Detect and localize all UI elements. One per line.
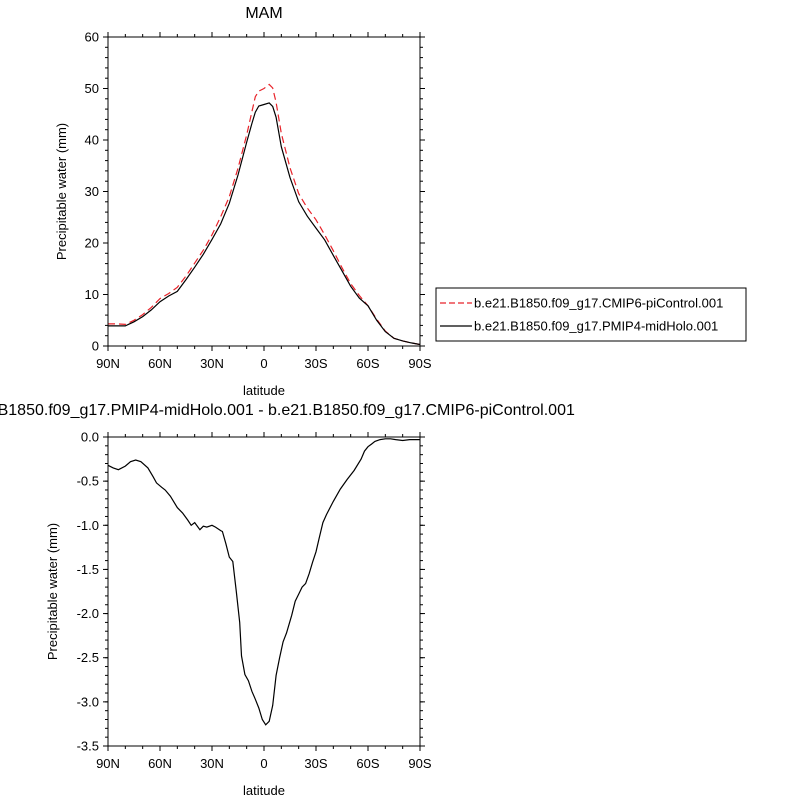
x-tick-label: 30N	[200, 356, 224, 371]
chart-title: b.e21.B1850.f09_g17.PMIP4-midHolo.001 - …	[0, 402, 575, 419]
legend: b.e21.B1850.f09_g17.CMIP6-piControl.001b…	[435, 287, 747, 342]
x-tick-label: 90S	[408, 356, 431, 371]
x-tick-label: 0	[260, 356, 267, 371]
x-tick-label: 30S	[304, 756, 327, 771]
y-tick-label: 50	[85, 81, 99, 96]
x-tick-label: 0	[260, 756, 267, 771]
x-axis-label: latitude	[243, 783, 285, 798]
series-line-0	[108, 438, 420, 726]
bottom-panel-difference: b.e21.B1850.f09_g17.PMIP4-midHolo.001 - …	[0, 402, 575, 798]
x-tick-label: 60N	[148, 356, 172, 371]
y-tick-label: -0.5	[77, 474, 99, 489]
legend-entry-1: b.e21.B1850.f09_g17.PMIP4-midHolo.001	[474, 319, 718, 334]
y-tick-label: 0	[92, 339, 99, 354]
x-tick-label: 90S	[408, 756, 431, 771]
top-panel-precipitable-water: MAM latitude Precipitable water (mm) 90N 60N…	[54, 5, 432, 398]
plot-frame	[107, 36, 421, 347]
legend-entry-0: b.e21.B1850.f09_g17.CMIP6-piControl.001	[474, 296, 723, 311]
y-tick-label: -1.0	[77, 518, 99, 533]
plot-frame	[107, 436, 421, 747]
y-tick-label: -3.0	[77, 694, 99, 709]
series-line-0	[108, 83, 420, 346]
y-axis-label: Precipitable water (mm)	[54, 123, 69, 260]
y-tick-label: -1.5	[77, 562, 99, 577]
y-tick-label: 20	[85, 236, 99, 251]
y-tick-label: 30	[85, 184, 99, 199]
x-tick-label: 30N	[200, 756, 224, 771]
y-tick-label: 0.0	[81, 430, 99, 445]
x-tick-label: 60N	[148, 756, 172, 771]
y-tick-label: -2.0	[77, 606, 99, 621]
y-tick-label: 60	[85, 30, 99, 45]
chart-title: MAM	[245, 5, 282, 22]
y-tick-label: 10	[85, 287, 99, 302]
x-axis-label: latitude	[243, 383, 285, 398]
x-tick-label: 90N	[96, 356, 120, 371]
y-tick-label: -2.5	[77, 650, 99, 665]
x-tick-label: 60S	[356, 756, 379, 771]
legend-box	[435, 287, 747, 342]
series-line-1	[108, 102, 420, 346]
x-tick-label: 30S	[304, 356, 327, 371]
y-axis-label: Precipitable water (mm)	[45, 523, 60, 660]
x-tick-label: 60S	[356, 356, 379, 371]
x-tick-label: 90N	[96, 756, 120, 771]
y-tick-label: 40	[85, 133, 99, 148]
y-tick-label: -3.5	[77, 739, 99, 754]
